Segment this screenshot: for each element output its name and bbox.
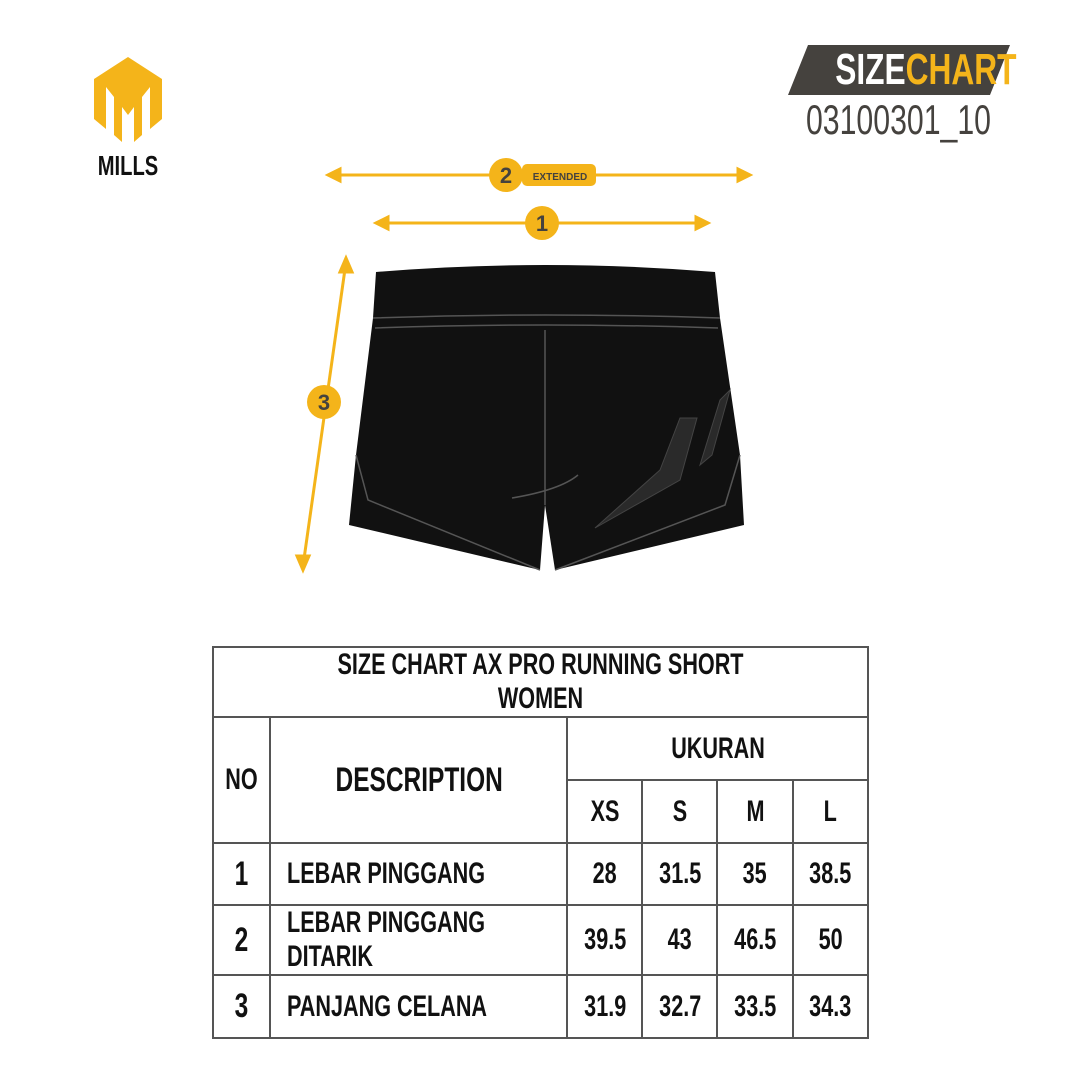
table-row: 3 PANJANG CELANA 31.9 32.7 33.5 34.3 — [212, 974, 869, 1039]
svg-text:EXTENDED: EXTENDED — [533, 172, 587, 183]
table-row: 2 LEBAR PINGGANG DITARIK 39.5 43 46.5 50 — [212, 904, 869, 976]
header-size: XS — [566, 779, 644, 844]
product-code: 03100301_10 — [805, 96, 991, 143]
brand-name: MILLS — [97, 150, 159, 181]
badge-title: SIZECHART — [835, 45, 1017, 94]
header-size: M — [716, 779, 795, 844]
marker-2: 2 EXTENDED — [489, 158, 596, 192]
shorts-drawing — [349, 265, 744, 571]
shorts-diagram: 2 EXTENDED 1 3 — [294, 158, 754, 574]
marker-1: 1 — [525, 206, 559, 240]
header-description: DESCRIPTION — [268, 716, 569, 844]
svg-text:3: 3 — [318, 390, 330, 415]
header-size: S — [641, 779, 719, 844]
header-size: L — [792, 779, 869, 844]
svg-text:2: 2 — [500, 163, 512, 188]
size-chart-badge — [788, 45, 1010, 95]
mills-logo-icon — [94, 57, 162, 142]
size-table: SIZE CHART AX PRO RUNNING SHORT WOMEN NO… — [212, 646, 869, 1039]
table-title: SIZE CHART AX PRO RUNNING SHORT WOMEN — [212, 646, 869, 718]
header-no: NO — [212, 716, 271, 844]
svg-text:1: 1 — [536, 211, 548, 236]
header-ukuran: UKURAN — [566, 716, 869, 781]
table-row: 1 LEBAR PINGGANG 28 31.5 35 38.5 — [212, 842, 869, 906]
marker-3: 3 — [307, 385, 341, 419]
